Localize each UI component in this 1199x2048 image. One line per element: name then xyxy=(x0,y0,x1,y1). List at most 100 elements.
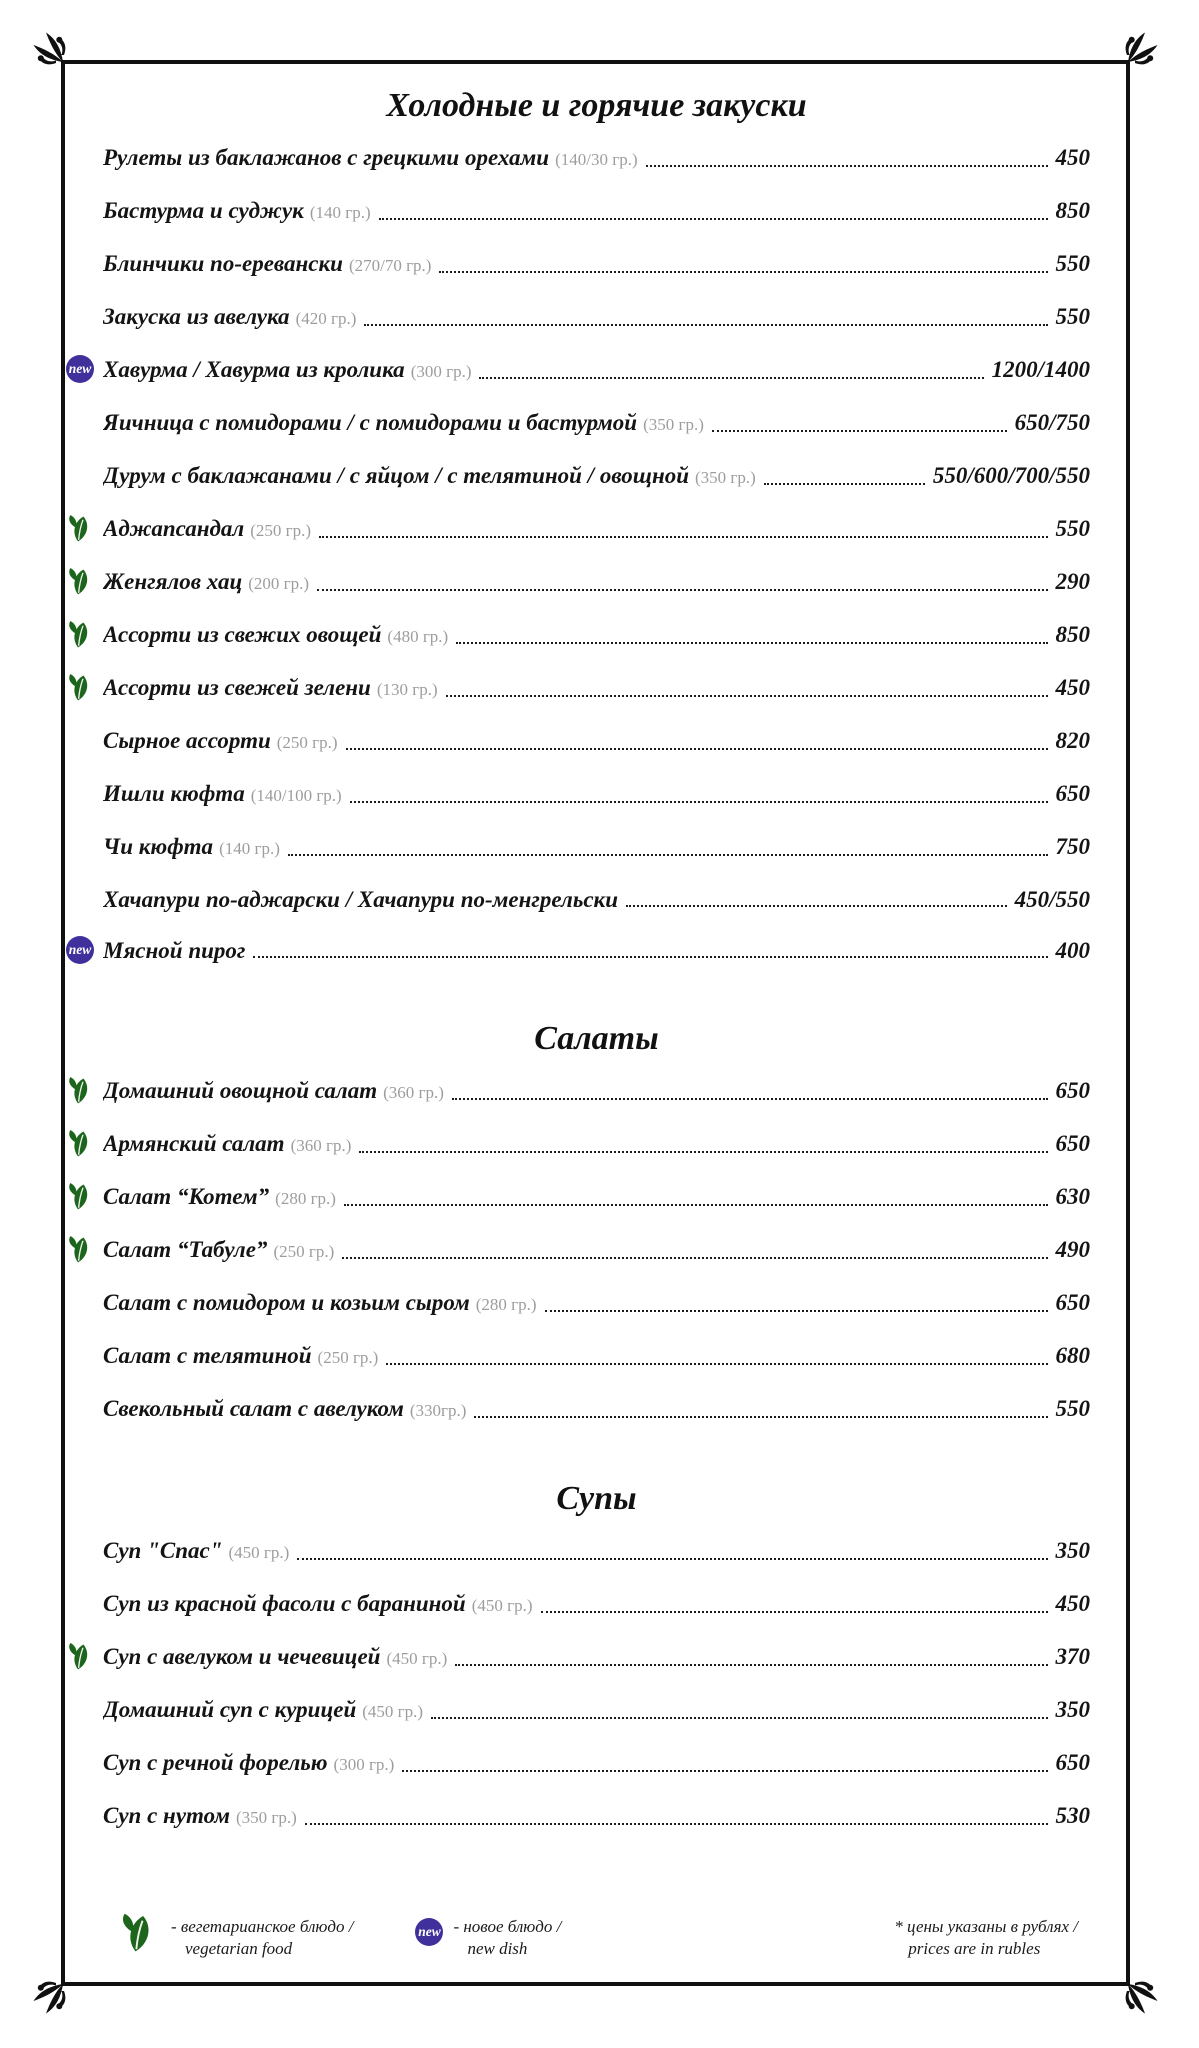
menu-item-row: Ишли кюфта (140/100 гр.) 650 xyxy=(103,780,1090,810)
section-title: Салаты xyxy=(534,1020,659,1057)
legend-footer: - вегетарианское блюдо / vegetarian food… xyxy=(117,1916,1086,1960)
item-weight: (360 гр.) xyxy=(290,1136,352,1155)
dot-leader xyxy=(304,1823,1048,1825)
menu-item-row: Дурум с баклажанами / с яйцом / с теляти… xyxy=(103,462,1090,492)
new-dish-label-en: new dish xyxy=(467,1939,528,1958)
item-name: Салат с помидором и козьим сыром xyxy=(103,1290,470,1315)
price-note-ru: * цены указаны в рублях / xyxy=(894,1917,1078,1936)
item-name: Хавурма / Хавурма из кролика xyxy=(103,357,405,382)
item-name: Домашний суп с курицей xyxy=(103,1697,357,1722)
item-name: Чи кюфта xyxy=(103,834,214,859)
item-name: Суп с нутом xyxy=(103,1803,230,1828)
menu-item-row: Хачапури по-аджарски / Хачапури по-менгр… xyxy=(103,886,1090,914)
item-name: Рулеты из баклажанов с грецкими орехами xyxy=(103,145,550,170)
item-name: Ассорти из свежей зелени xyxy=(103,675,371,700)
item-weight: (280 гр.) xyxy=(475,1295,537,1314)
item-weight: (350 гр.) xyxy=(695,468,756,487)
menu-item-row: Ассорти из свежих овощей (480 гр.) 850 xyxy=(103,621,1090,651)
item-name: Армянский салат xyxy=(103,1131,285,1156)
menu-item-row: Салат “Табуле” (250 гр.) 490 xyxy=(103,1236,1090,1266)
vegetarian-label-en: vegetarian food xyxy=(185,1939,293,1958)
item-price: 450/550 xyxy=(1014,887,1090,912)
item-price: 530 xyxy=(1055,1803,1091,1828)
item-price: 370 xyxy=(1055,1644,1091,1669)
dot-leader xyxy=(319,536,1048,538)
menu-item-row: Женгялов хац (200 гр.) 290 xyxy=(103,568,1090,598)
item-weight: (200 гр.) xyxy=(248,574,310,593)
item-name: Яичница с помидорами / с помидорами и ба… xyxy=(103,410,638,435)
dot-leader xyxy=(625,905,1007,907)
vegetarian-leaf-icon xyxy=(63,1181,97,1211)
item-price: 650 xyxy=(1055,1750,1091,1775)
menu-section: Супы Суп "Спас" (450 гр.) 350 Суп из красной… xyxy=(103,1477,1090,1832)
item-name: Салат “Котем” xyxy=(103,1184,270,1209)
item-name: Аджапсандал xyxy=(103,516,245,541)
item-weight: (360 гр.) xyxy=(383,1083,444,1102)
item-name: Хачапури по-аджарски / Хачапури по-менгр… xyxy=(103,887,618,912)
menu-item-row: Суп "Спас" (450 гр.) 350 xyxy=(103,1537,1090,1567)
dot-leader xyxy=(439,271,1048,273)
item-price: 290 xyxy=(1055,569,1091,594)
item-price: 820 xyxy=(1055,728,1091,753)
menu-item-row: Суп с речной форелью (300 гр.) 650 xyxy=(103,1749,1090,1779)
item-name: Дурум с баклажанами / с яйцом / с теляти… xyxy=(103,463,690,488)
dot-leader xyxy=(253,956,1048,958)
price-note: * цены указаны в рублях / prices are in … xyxy=(894,1916,1078,1960)
new-dish-legend: new - новое блюдо / new dish xyxy=(415,1916,561,1960)
item-price: 350 xyxy=(1055,1538,1091,1563)
item-price: 750 xyxy=(1055,834,1091,859)
section-title: Супы xyxy=(556,1480,637,1517)
item-price: 400 xyxy=(1055,938,1091,963)
item-price: 1200/1400 xyxy=(991,357,1090,382)
dot-leader xyxy=(474,1416,1048,1418)
item-price: 850 xyxy=(1055,198,1091,223)
dot-leader xyxy=(364,324,1048,326)
dot-leader xyxy=(445,695,1048,697)
item-weight: (480 гр.) xyxy=(387,627,449,646)
item-price: 650 xyxy=(1055,1078,1091,1103)
vegetarian-leaf-icon xyxy=(63,619,97,649)
item-name: Домашний овощной салат xyxy=(103,1078,378,1103)
dot-leader xyxy=(711,430,1007,432)
item-price: 550 xyxy=(1055,1396,1091,1421)
item-price: 550 xyxy=(1055,304,1091,329)
item-name: Блинчики по-еревански xyxy=(103,251,343,276)
item-weight: (280 гр.) xyxy=(275,1189,336,1208)
vegetarian-leaf-icon xyxy=(63,1128,97,1158)
vegetarian-label-ru: - вегетарианское блюдо / xyxy=(171,1917,354,1936)
item-price: 450 xyxy=(1055,1591,1091,1616)
item-weight: (450 гр.) xyxy=(362,1702,424,1721)
menu-item-row: Домашний суп с курицей (450 гр.) 350 xyxy=(103,1696,1090,1726)
vegetarian-legend: - вегетарианское блюдо / vegetarian food xyxy=(117,1916,353,1960)
new-dish-badge-icon: new xyxy=(63,354,97,384)
section-title: Холодные и горячие закуски xyxy=(386,87,807,124)
dot-leader xyxy=(763,483,925,485)
item-price: 650 xyxy=(1055,1290,1091,1315)
item-weight: (450 гр.) xyxy=(386,1649,448,1668)
new-dish-label-ru: - новое блюдо / xyxy=(453,1917,562,1936)
dot-leader xyxy=(359,1151,1048,1153)
dot-leader xyxy=(544,1310,1048,1312)
menu-item-row: Армянский салат (360 гр.) 650 xyxy=(103,1130,1090,1160)
item-name: Салат “Табуле” xyxy=(103,1237,268,1262)
vegetarian-leaf-icon xyxy=(63,1641,97,1671)
new-badge-icon: new xyxy=(415,1918,444,1946)
item-weight: (140 гр.) xyxy=(309,203,371,222)
menu-item-row: Яичница с помидорами / с помидорами и ба… xyxy=(103,409,1090,439)
item-weight: (300 гр.) xyxy=(410,362,472,381)
menu-item-row: Бастурма и суджук (140 гр.) 850 xyxy=(103,197,1090,227)
dot-leader xyxy=(349,801,1048,803)
item-name: Суп из красной фасоли с бараниной xyxy=(103,1591,466,1616)
dot-leader xyxy=(342,1257,1048,1259)
menu-section: Холодные и горячие закуски Рулеты из бакл… xyxy=(66,84,1091,965)
dot-leader xyxy=(402,1770,1048,1772)
menu-item-row: new Мясной пирог 400 xyxy=(66,936,1091,965)
menu-item-row: Сырное ассорти (250 гр.) 820 xyxy=(103,727,1090,757)
item-weight: (250 гр.) xyxy=(273,1242,335,1261)
item-weight: (330гр.) xyxy=(409,1401,467,1420)
dot-leader xyxy=(386,1363,1048,1365)
dot-leader xyxy=(297,1558,1048,1560)
item-weight: (250 гр.) xyxy=(317,1348,379,1367)
item-price: 630 xyxy=(1055,1184,1091,1209)
menu-item-row: Суп из красной фасоли с бараниной (450 гр… xyxy=(103,1590,1090,1620)
